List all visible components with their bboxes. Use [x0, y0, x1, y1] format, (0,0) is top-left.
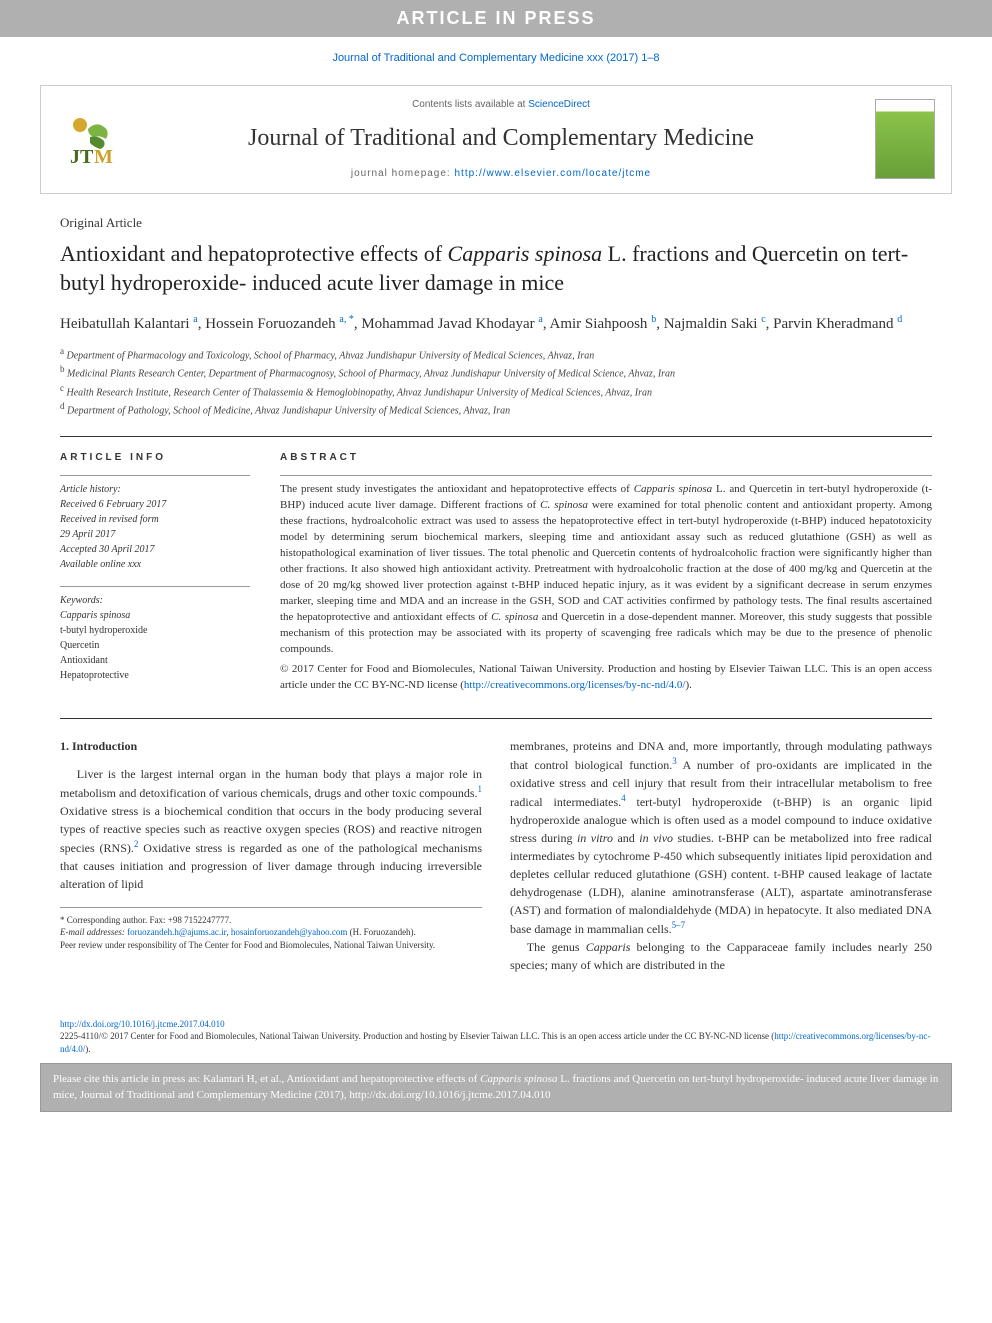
affiliations: a Department of Pharmacology and Toxicol… [60, 345, 932, 418]
affiliation-line: a Department of Pharmacology and Toxicol… [60, 345, 932, 363]
section-divider [60, 718, 932, 719]
article-history: Article history: Received 6 February 201… [60, 475, 250, 572]
email-name: (H. Foruozandeh). [350, 927, 416, 937]
intro-para-right-2: The genus Capparis belonging to the Capp… [510, 938, 932, 974]
citation-line: Journal of Traditional and Complementary… [0, 37, 992, 76]
contents-line: Contents lists available at ScienceDirec… [143, 98, 859, 112]
intro-heading: 1. Introduction [60, 737, 482, 755]
license-link[interactable]: http://creativecommons.org/licenses/by-n… [464, 679, 686, 691]
affiliation-line: c Health Research Institute, Research Ce… [60, 382, 932, 400]
journal-cover-thumbnail [875, 99, 935, 179]
homepage-link[interactable]: http://www.elsevier.com/locate/jtcme [455, 168, 652, 179]
footnote-block: * Corresponding author. Fax: +98 7152247… [60, 907, 482, 952]
email-link-2[interactable]: hosainforuozandeh@yahoo.com [231, 927, 348, 937]
doi-link[interactable]: http://dx.doi.org/10.1016/j.jtcme.2017.0… [60, 1019, 225, 1029]
journal-header-center: Contents lists available at ScienceDirec… [143, 98, 859, 182]
abstract-column: ABSTRACT The present study investigates … [280, 451, 932, 693]
svg-text:M: M [94, 146, 113, 168]
history-line: 29 April 2017 [60, 527, 250, 542]
svg-text:JT: JT [70, 146, 94, 168]
abstract-text: The present study investigates the antio… [280, 475, 932, 693]
affiliation-line: b Medicinal Plants Research Center, Depa… [60, 363, 932, 381]
keyword: t-butyl hydroperoxide [60, 623, 250, 638]
info-abstract-row: ARTICLE INFO Article history: Received 6… [60, 436, 932, 693]
article-in-press-banner: ARTICLE IN PRESS [0, 0, 992, 37]
peer-review-note: Peer review under responsibility of The … [60, 939, 482, 952]
article-type: Original Article [60, 214, 932, 232]
keyword: Antioxidant [60, 653, 250, 668]
sciencedirect-link[interactable]: ScienceDirect [528, 99, 590, 110]
homepage-line: journal homepage: http://www.elsevier.co… [143, 167, 859, 181]
two-column-body: 1. Introduction Liver is the largest int… [60, 737, 932, 974]
issn-copyright-line: 2225-4110/© 2017 Center for Food and Bio… [60, 1030, 932, 1055]
homepage-prefix: journal homepage: [351, 168, 455, 179]
affiliation-line: d Department of Pathology, School of Med… [60, 400, 932, 418]
history-line: Accepted 30 April 2017 [60, 542, 250, 557]
intro-para-left: Liver is the largest internal organ in t… [60, 765, 482, 893]
article-title: Antioxidant and hepatoprotective effects… [60, 240, 932, 297]
left-column: 1. Introduction Liver is the largest int… [60, 737, 482, 974]
keyword: Hepatoprotective [60, 668, 250, 683]
history-line: Available online xxx [60, 557, 250, 572]
jtm-logo-icon: JT M [60, 107, 124, 171]
email-label: E-mail addresses: [60, 927, 125, 937]
doi-block: http://dx.doi.org/10.1016/j.jtcme.2017.0… [0, 1018, 992, 1056]
cite-box: Please cite this article in press as: Ka… [40, 1063, 952, 1112]
keywords-head: Keywords: [60, 593, 250, 608]
email-link-1[interactable]: foruozandeh.h@ajums.ac.ir [127, 927, 226, 937]
article-body: Original Article Antioxidant and hepatop… [0, 194, 992, 993]
keyword: Capparis spinosa [60, 608, 250, 623]
doi-close: ). [85, 1044, 90, 1054]
intro-para-right-1: membranes, proteins and DNA and, more im… [510, 737, 932, 938]
contents-prefix: Contents lists available at [412, 99, 528, 110]
journal-title: Journal of Traditional and Complementary… [143, 122, 859, 156]
history-line: Received 6 February 2017 [60, 497, 250, 512]
email-line: E-mail addresses: foruozandeh.h@ajums.ac… [60, 926, 482, 939]
keyword: Quercetin [60, 638, 250, 653]
keywords-block: Keywords: Capparis spinosat-butyl hydrop… [60, 586, 250, 683]
issn-text: 2225-4110/© 2017 Center for Food and Bio… [60, 1031, 774, 1041]
journal-header: JT M Contents lists available at Science… [40, 85, 952, 195]
history-line: Received in revised form [60, 512, 250, 527]
abstract-body: The present study investigates the antio… [280, 483, 932, 654]
abstract-heading: ABSTRACT [280, 451, 932, 465]
journal-logo: JT M [57, 104, 127, 174]
article-info-heading: ARTICLE INFO [60, 451, 250, 465]
authors-list: Heibatullah Kalantari a, Hossein Foruoza… [60, 312, 932, 336]
article-info-column: ARTICLE INFO Article history: Received 6… [60, 451, 250, 693]
history-head: Article history: [60, 482, 250, 497]
cover-thumb-label [878, 102, 932, 112]
right-column: membranes, proteins and DNA and, more im… [510, 737, 932, 974]
corresponding-author: * Corresponding author. Fax: +98 7152247… [60, 914, 482, 927]
copyright-close: ). [686, 679, 692, 691]
abstract-copyright: © 2017 Center for Food and Biomolecules,… [280, 662, 932, 694]
